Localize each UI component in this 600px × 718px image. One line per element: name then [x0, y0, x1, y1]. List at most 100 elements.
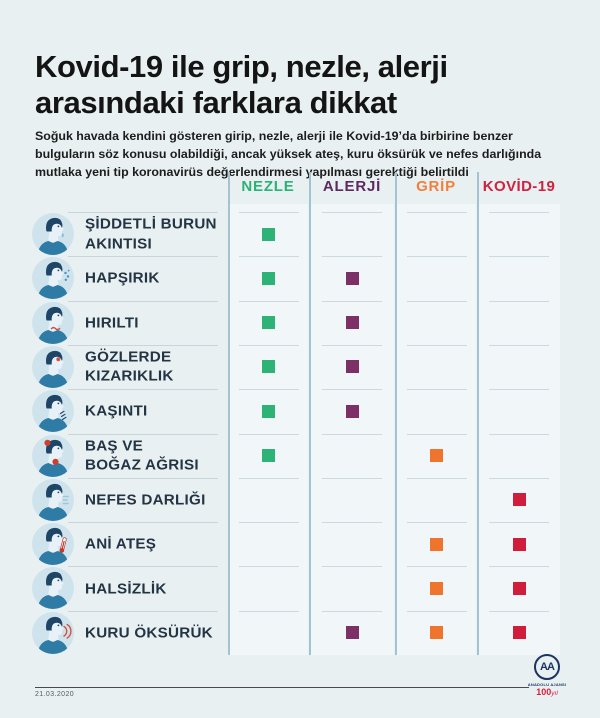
cell-separator: [406, 433, 467, 435]
footer-date: 21.03.2020: [35, 691, 75, 698]
cell-separator: [406, 477, 467, 479]
symptom-label: HALSİZLİK: [85, 579, 167, 597]
cell-separator: [238, 300, 299, 302]
symptom-label: KURU ÖKSÜRÜK: [85, 624, 213, 642]
column-stripe-grip: [396, 204, 476, 655]
cell-separator: [489, 389, 549, 391]
symptom-row: HAPŞIRIK: [0, 256, 600, 300]
cell-separator: [489, 522, 549, 524]
row-separator: [68, 300, 218, 302]
row-separator: [68, 256, 218, 258]
symptom-row: HIRILTI: [0, 300, 600, 345]
cell-separator: [322, 344, 382, 346]
row-separator: [68, 566, 218, 568]
symptom-label: ANİ ATEŞ: [85, 535, 157, 553]
head-throat-ache-icon: [32, 434, 74, 477]
symptom-label: HIRILTI: [85, 314, 139, 332]
column-divider: [477, 172, 479, 655]
cell-separator: [489, 344, 549, 346]
short-breath-icon: [32, 478, 74, 521]
runny-nose-icon: [32, 213, 74, 255]
cell-separator: [238, 256, 299, 258]
page-title: Kovid-19 ile grip, nezle, alerji arasında…: [35, 49, 580, 121]
column-divider: [309, 172, 311, 655]
column-divider: [228, 172, 230, 655]
cell-separator: [322, 389, 382, 391]
footer-divider: [35, 687, 529, 688]
symptom-label: HAPŞIRIK: [85, 269, 160, 287]
red-eyes-icon: [32, 345, 74, 388]
cell-separator: [322, 477, 382, 479]
cell-separator: [406, 566, 467, 568]
symptom-mark-grip: [430, 626, 443, 640]
sneeze-icon: [32, 257, 74, 300]
symptom-mark-kovid19: [512, 581, 526, 595]
cell-separator: [322, 566, 382, 568]
cell-separator: [406, 212, 467, 213]
anniversary-word: yıl: [551, 690, 558, 697]
cell-separator: [238, 433, 299, 435]
symptom-label: ŞİDDETLİ BURUN AKINTISI: [85, 215, 217, 253]
symptom-mark-alerji: [345, 316, 359, 330]
symptom-mark-kovid19: [512, 626, 526, 640]
itch-icon: [32, 390, 74, 433]
cell-separator: [489, 212, 549, 213]
symptom-mark-grip: [430, 537, 443, 551]
anniversary-badge: 100yıl: [525, 687, 569, 698]
row-separator: [68, 610, 218, 612]
dry-cough-icon: [32, 611, 74, 654]
row-separator: [68, 344, 218, 346]
column-stripe-kovid19: [478, 204, 560, 655]
row-separator: [68, 433, 218, 435]
cell-separator: [406, 256, 467, 258]
symptom-mark-grip: [430, 449, 443, 463]
symptom-row: ANİ ATEŞ: [0, 522, 600, 566]
cell-separator: [238, 212, 299, 213]
cell-separator: [406, 344, 467, 346]
symptom-row: KAŞINTI: [0, 389, 600, 433]
column-divider: [395, 172, 397, 655]
symptom-row: BAŞ VE BOĞAZ AĞRISI: [0, 433, 600, 478]
row-separator: [68, 389, 218, 391]
symptom-row: ŞİDDETLİ BURUN AKINTISI: [0, 212, 600, 256]
symptom-mark-kovid19: [512, 493, 526, 507]
cell-separator: [322, 522, 382, 524]
wheeze-icon: [32, 301, 74, 344]
cell-separator: [489, 566, 549, 568]
column-header-grip: GRİP: [416, 178, 456, 195]
symptom-label: BAŞ VE BOĞAZ AĞRISI: [85, 437, 199, 474]
cell-separator: [238, 610, 299, 612]
symptom-mark-alerji: [345, 404, 359, 418]
row-separator: [68, 477, 218, 479]
fever-icon: [32, 523, 74, 566]
symptom-mark-nezle: [262, 449, 275, 463]
aa-logo-icon: AA: [534, 654, 560, 680]
column-header-alerji: ALERJİ: [322, 178, 382, 195]
cell-separator: [238, 566, 299, 568]
symptom-mark-kovid19: [512, 537, 526, 551]
column-header-kovid19: KOVİD-19: [482, 178, 556, 195]
symptom-mark-alerji: [345, 626, 359, 640]
cell-separator: [238, 522, 299, 524]
cell-separator: [489, 300, 549, 302]
symptom-label: GÖZLERDE KIZARIKLIK: [85, 348, 174, 386]
cell-separator: [238, 344, 299, 346]
cell-separator: [322, 610, 382, 612]
cell-separator: [489, 433, 549, 435]
row-separator: [68, 212, 218, 213]
fatigue-icon: [32, 567, 74, 610]
column-header-nezle: NEZLE: [241, 178, 295, 195]
cell-separator: [406, 610, 467, 612]
cell-separator: [406, 389, 467, 391]
symptom-mark-nezle: [262, 316, 275, 330]
symptom-row: HALSİZLİK: [0, 566, 600, 610]
cell-separator: [406, 300, 467, 302]
cell-separator: [489, 610, 549, 612]
cell-separator: [238, 389, 299, 391]
symptom-mark-grip: [430, 581, 443, 595]
cell-separator: [489, 256, 549, 258]
symptom-mark-alerji: [345, 360, 359, 374]
title-line-2: arasındaki farklara dikkat: [35, 84, 397, 120]
row-separator: [68, 522, 218, 524]
symptom-row: KURU ÖKSÜRÜK: [0, 610, 600, 655]
